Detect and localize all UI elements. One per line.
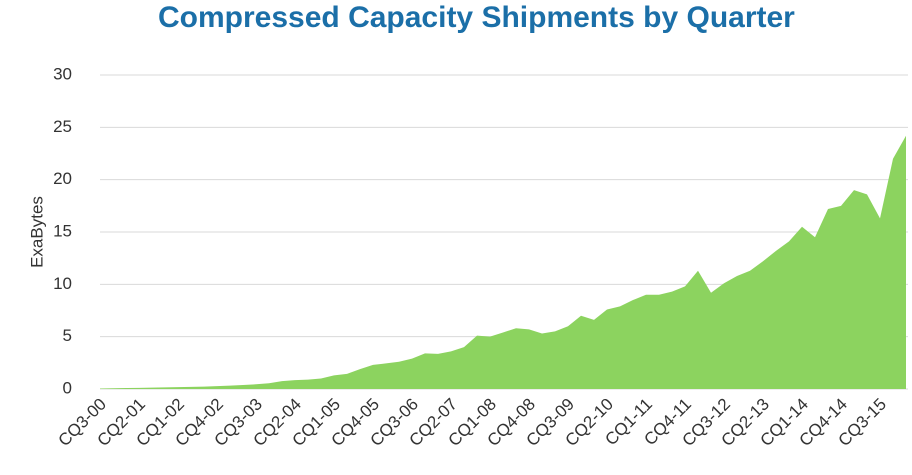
chart-title: Compressed Capacity Shipments by Quarter [158,1,795,34]
y-tick-label: 20 [53,169,72,188]
area [100,135,906,389]
y-axis-label: ExaBytes [27,196,46,268]
y-tick-label: 25 [53,117,72,136]
y-tick-label: 0 [63,378,72,397]
y-tick-label: 30 [53,64,72,83]
y-tick-label: 10 [53,274,72,293]
y-tick-label: 15 [53,221,72,240]
y-tick-label: 5 [63,326,72,345]
